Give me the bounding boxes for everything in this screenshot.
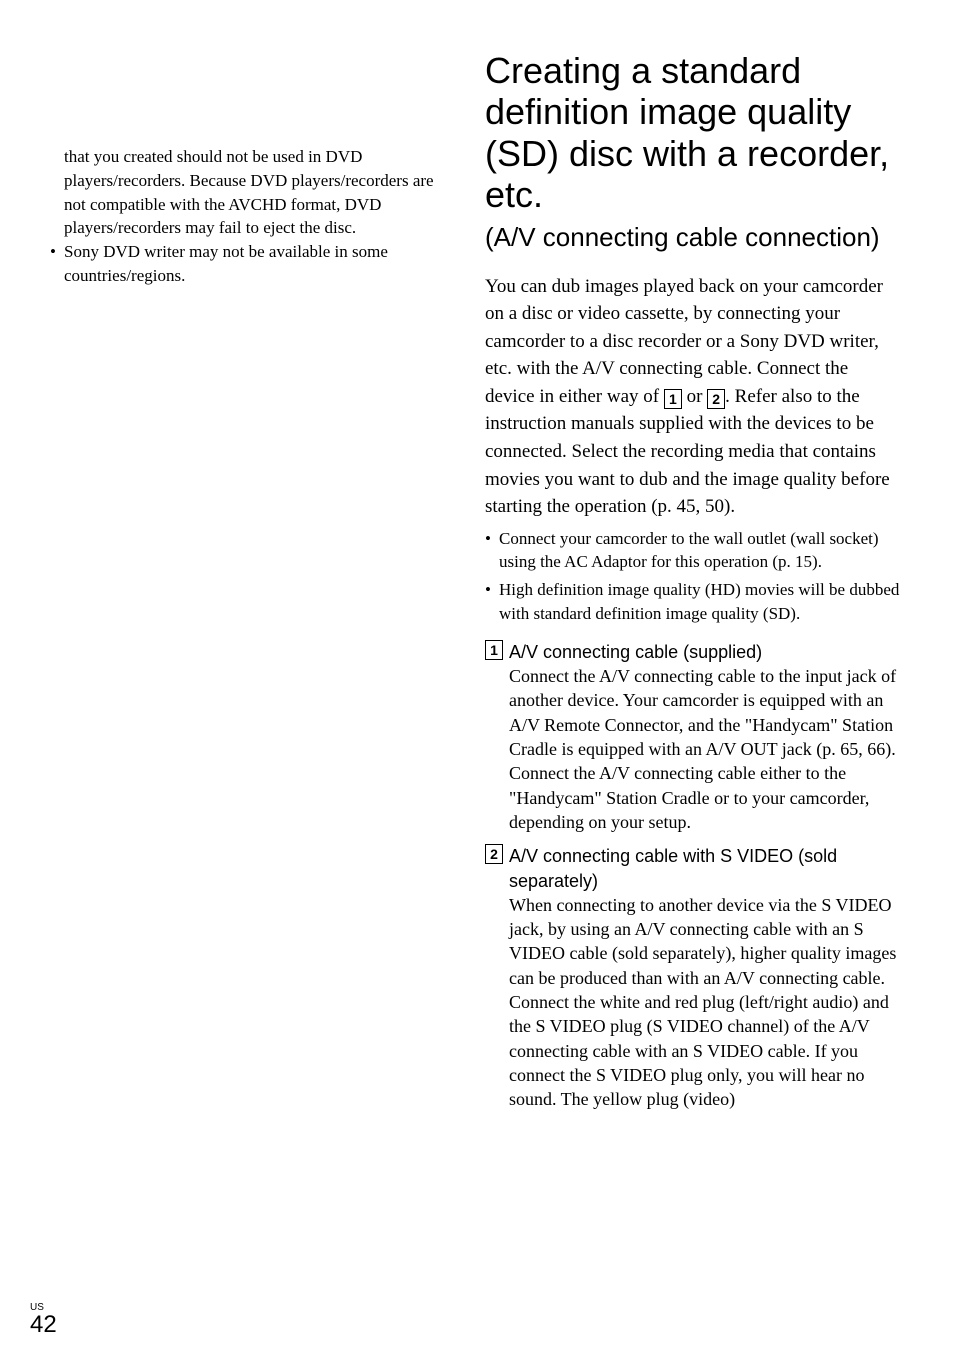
page-content: that you created should not be used in D… <box>0 0 954 1122</box>
numbered-heading: 2 A/V connecting cable with S VIDEO (sol… <box>485 844 900 893</box>
numbered-item-2: 2 A/V connecting cable with S VIDEO (sol… <box>485 844 900 1111</box>
numbered-item-1: 1 A/V connecting cable (supplied) Connec… <box>485 640 900 834</box>
boxed-number-icon: 2 <box>485 844 503 864</box>
page-footer: US 42 <box>30 1303 57 1337</box>
boxed-number-icon: 1 <box>485 640 503 660</box>
section-subtitle: (A/V connecting cable connection) <box>485 222 900 253</box>
numbered-body: When connecting to another device via th… <box>485 893 900 1112</box>
continuation-text: that you created should not be used in D… <box>50 145 445 240</box>
numbered-heading: 1 A/V connecting cable (supplied) <box>485 640 900 664</box>
numbered-heading-text: A/V connecting cable (supplied) <box>509 640 762 664</box>
intro-paragraph: You can dub images played back on your c… <box>485 273 900 521</box>
sub-bullet-list: Connect your camcorder to the wall outle… <box>485 527 900 626</box>
left-bullet-item: Sony DVD writer may not be available in … <box>50 240 445 288</box>
right-column: Creating a standard definition image qua… <box>485 50 900 1122</box>
boxed-number-1-icon: 1 <box>664 389 682 409</box>
sub-bullet-item: High definition image quality (HD) movie… <box>485 578 900 626</box>
left-column: that you created should not be used in D… <box>50 50 445 1122</box>
footer-page-number: 42 <box>30 1313 57 1337</box>
section-title: Creating a standard definition image qua… <box>485 50 900 216</box>
intro-text-b: or <box>682 386 707 407</box>
numbered-heading-text: A/V connecting cable with S VIDEO (sold … <box>509 844 900 893</box>
left-bullet-list: Sony DVD writer may not be available in … <box>50 240 445 288</box>
sub-bullet-item: Connect your camcorder to the wall outle… <box>485 527 900 575</box>
boxed-number-2-icon: 2 <box>707 389 725 409</box>
numbered-body: Connect the A/V connecting cable to the … <box>485 664 900 834</box>
